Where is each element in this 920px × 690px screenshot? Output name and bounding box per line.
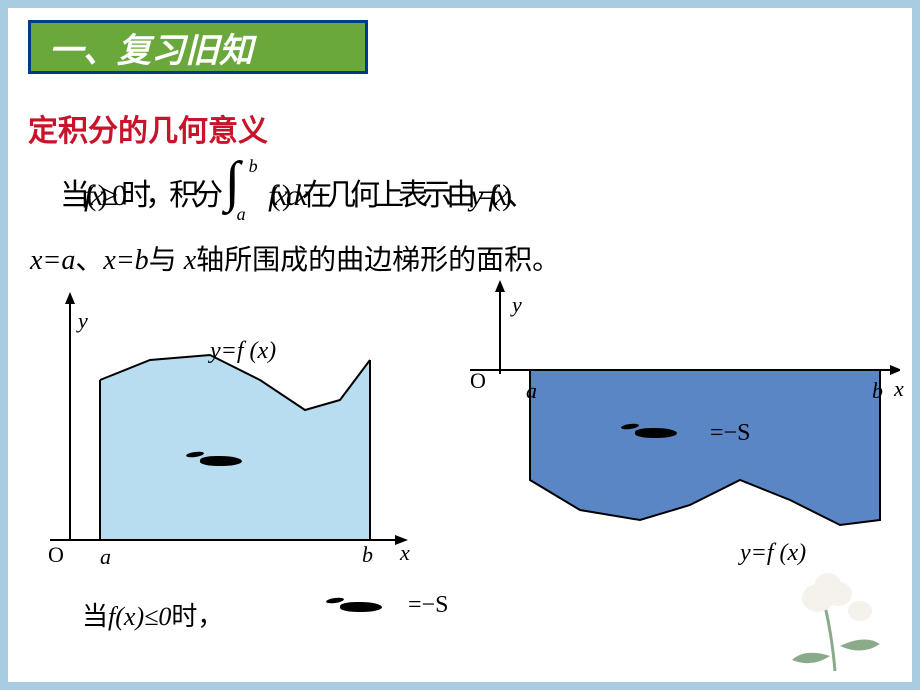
l1-tail: 在几何上表示由 [302, 179, 470, 212]
l1-dot: 、 [506, 179, 530, 212]
section-header: 一、复习旧知 [28, 20, 368, 74]
bot-shi: 时， [171, 602, 223, 631]
l2-sep1: 、 [75, 245, 103, 276]
l1-shi: 时，积分 [121, 179, 217, 212]
bot-fx: f(x)≤0 [108, 602, 171, 631]
frame-border-right [912, 0, 920, 690]
chart-left-y-label: y [78, 308, 88, 334]
chart-right-eq: =−S [710, 420, 750, 447]
subtitle-text: 定积分的几何意义 [28, 115, 268, 148]
l1-zero: 0 [112, 179, 121, 212]
body-line-1: 当f(x)≥0时，积分 ∫ b a f(x)dx在几何上表示由y=f(x)、 [60, 170, 880, 218]
chart-positive-area: y x O a b y=f (x) [40, 290, 410, 590]
chart-left-svg [40, 290, 410, 570]
chart-right-origin: O [470, 368, 486, 394]
l1-eq: = [477, 179, 488, 212]
subtitle: 定积分的几何意义 [28, 106, 268, 150]
integral-lower: a [237, 204, 246, 225]
bottom-line: 当f(x)≤0时， [82, 596, 223, 633]
l1-x: x [90, 179, 97, 212]
chart-negative-area: y x O a b y=f (x) =−S [460, 280, 900, 590]
l1-prefix: 当 [60, 179, 84, 212]
l2-xaxis: x [184, 245, 196, 276]
l1-x2: x [274, 179, 281, 212]
section-header-text: 一、复习旧知 [49, 23, 253, 72]
l2-with: 与 [149, 245, 184, 276]
smudge-icon-bottom [340, 596, 400, 618]
l2-tail: 轴所围成的曲边梯形的面积。 [196, 245, 560, 276]
chart-right-y-label: y [512, 292, 522, 318]
chart-left-b: b [362, 542, 373, 568]
bot-prefix: 当 [82, 602, 108, 631]
chart-right-x-label: x [894, 376, 904, 402]
chart-right-a: a [526, 378, 537, 404]
integral-upper: b [249, 156, 258, 177]
bottom-eq: =−S [408, 592, 448, 619]
cotton-decoration [770, 556, 900, 676]
l2-xb: x=b [103, 245, 148, 276]
chart-left-origin: O [48, 542, 64, 568]
chart-left-curve-label: y=f (x) [210, 338, 276, 365]
body-line-2: x=a、x=b与 x轴所围成的曲边梯形的面积。 [30, 238, 560, 278]
l1-geq: ≥ [102, 179, 112, 212]
integral-symbol: ∫ b a [219, 178, 267, 218]
frame-border-bottom [0, 682, 920, 690]
chart-right-b: b [872, 378, 883, 404]
smudge-icon-right [635, 422, 695, 444]
chart-left-x-label: x [400, 540, 410, 566]
smudge-icon [200, 450, 260, 472]
chart-left-a: a [100, 544, 111, 570]
l1-x3: x [495, 179, 502, 212]
l1-dx: dx [286, 179, 302, 212]
l2-xa: x=a [30, 245, 75, 276]
frame-border-top [0, 0, 920, 8]
frame-border-left [0, 0, 8, 690]
